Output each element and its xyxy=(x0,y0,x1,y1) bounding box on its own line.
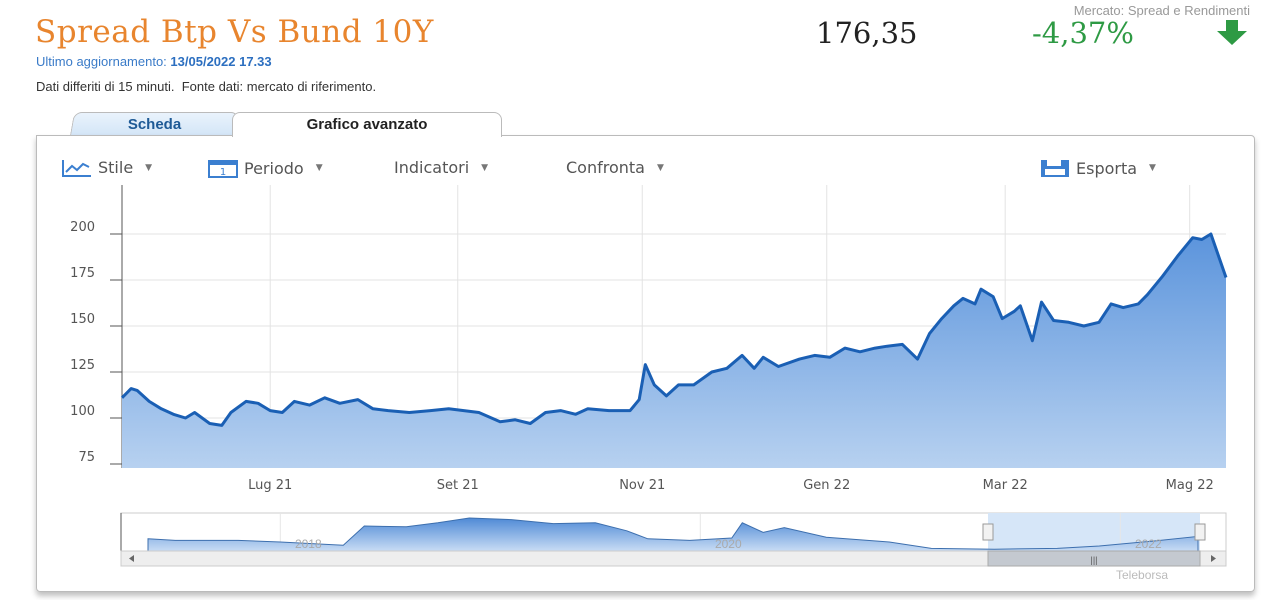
grip-icon: ||| xyxy=(1090,555,1097,565)
export-label: Esporta xyxy=(1076,158,1138,178)
y-tick-label: 200 xyxy=(70,220,95,235)
update-label: Ultimo aggiornamento: xyxy=(36,54,167,69)
navigator-handle[interactable] xyxy=(982,523,994,541)
caret-icon: ▼ xyxy=(315,163,323,173)
navigator-tick-label: 2018 xyxy=(295,537,322,551)
x-tick-label: Mag 22 xyxy=(1166,478,1214,493)
change-percent: -4,37% xyxy=(1032,16,1134,50)
price: 176,35 xyxy=(816,16,918,50)
calendar-icon: 1 xyxy=(208,160,238,178)
arrow-down-icon xyxy=(1217,20,1247,45)
svg-text:1: 1 xyxy=(220,167,226,178)
series-area xyxy=(122,234,1226,468)
x-tick-label: Mar 22 xyxy=(983,478,1028,493)
period-label: Periodo xyxy=(244,158,304,178)
compare-label: Confronta xyxy=(566,158,645,177)
market-label: Mercato: Spread e Rendimenti xyxy=(1073,3,1250,18)
indicators-menu[interactable]: Indicatori ▼ xyxy=(394,158,488,177)
x-tick-label: Set 21 xyxy=(437,478,479,493)
caret-icon: ▼ xyxy=(481,162,489,173)
x-tick-label: Gen 22 xyxy=(803,478,850,493)
save-icon xyxy=(1041,160,1069,177)
credit-label: Teleborsa xyxy=(1116,568,1169,582)
line-chart-icon xyxy=(62,159,91,177)
export-menu[interactable]: Esporta ▼ xyxy=(1040,158,1156,178)
compare-menu[interactable]: Confronta ▼ xyxy=(566,158,664,177)
y-tick-label: 75 xyxy=(78,450,95,465)
last-update: Ultimo aggiornamento: 13/05/2022 17.33 xyxy=(36,54,272,69)
scroll-right-icon[interactable] xyxy=(1211,555,1216,562)
period-menu[interactable]: 1 Periodo ▼ xyxy=(208,158,323,178)
style-menu[interactable]: Stile ▼ xyxy=(62,158,152,177)
x-tick-label: Nov 21 xyxy=(619,478,665,493)
navigator-series xyxy=(147,517,1199,552)
navigator-handle[interactable] xyxy=(1194,523,1206,541)
y-tick-label: 150 xyxy=(70,312,95,327)
navigator-tick-label: 2020 xyxy=(715,537,742,551)
tab-grafico-avanzato[interactable]: Grafico avanzato xyxy=(232,112,502,137)
data-note: Dati differiti di 15 minuti. Fonte dati:… xyxy=(36,79,377,94)
y-tick-label: 100 xyxy=(70,404,95,419)
indicators-label: Indicatori xyxy=(394,158,470,177)
y-tick-label: 125 xyxy=(70,358,95,373)
x-tick-label: Lug 21 xyxy=(248,478,292,493)
caret-icon: ▼ xyxy=(145,162,153,173)
chart-panel xyxy=(36,135,1255,592)
y-tick-label: 175 xyxy=(70,266,95,281)
page-title: Spread Btp Vs Bund 10Y xyxy=(35,14,434,50)
update-value: 13/05/2022 17.33 xyxy=(170,54,272,69)
scrollbar-track[interactable] xyxy=(120,550,1227,567)
style-label: Stile xyxy=(98,158,134,177)
caret-icon: ▼ xyxy=(1149,163,1156,173)
scroll-left-icon[interactable] xyxy=(129,555,134,562)
navigator-tick-label: 2022 xyxy=(1135,537,1162,551)
caret-icon: ▼ xyxy=(656,162,664,173)
scrollbar-thumb[interactable] xyxy=(987,550,1201,567)
